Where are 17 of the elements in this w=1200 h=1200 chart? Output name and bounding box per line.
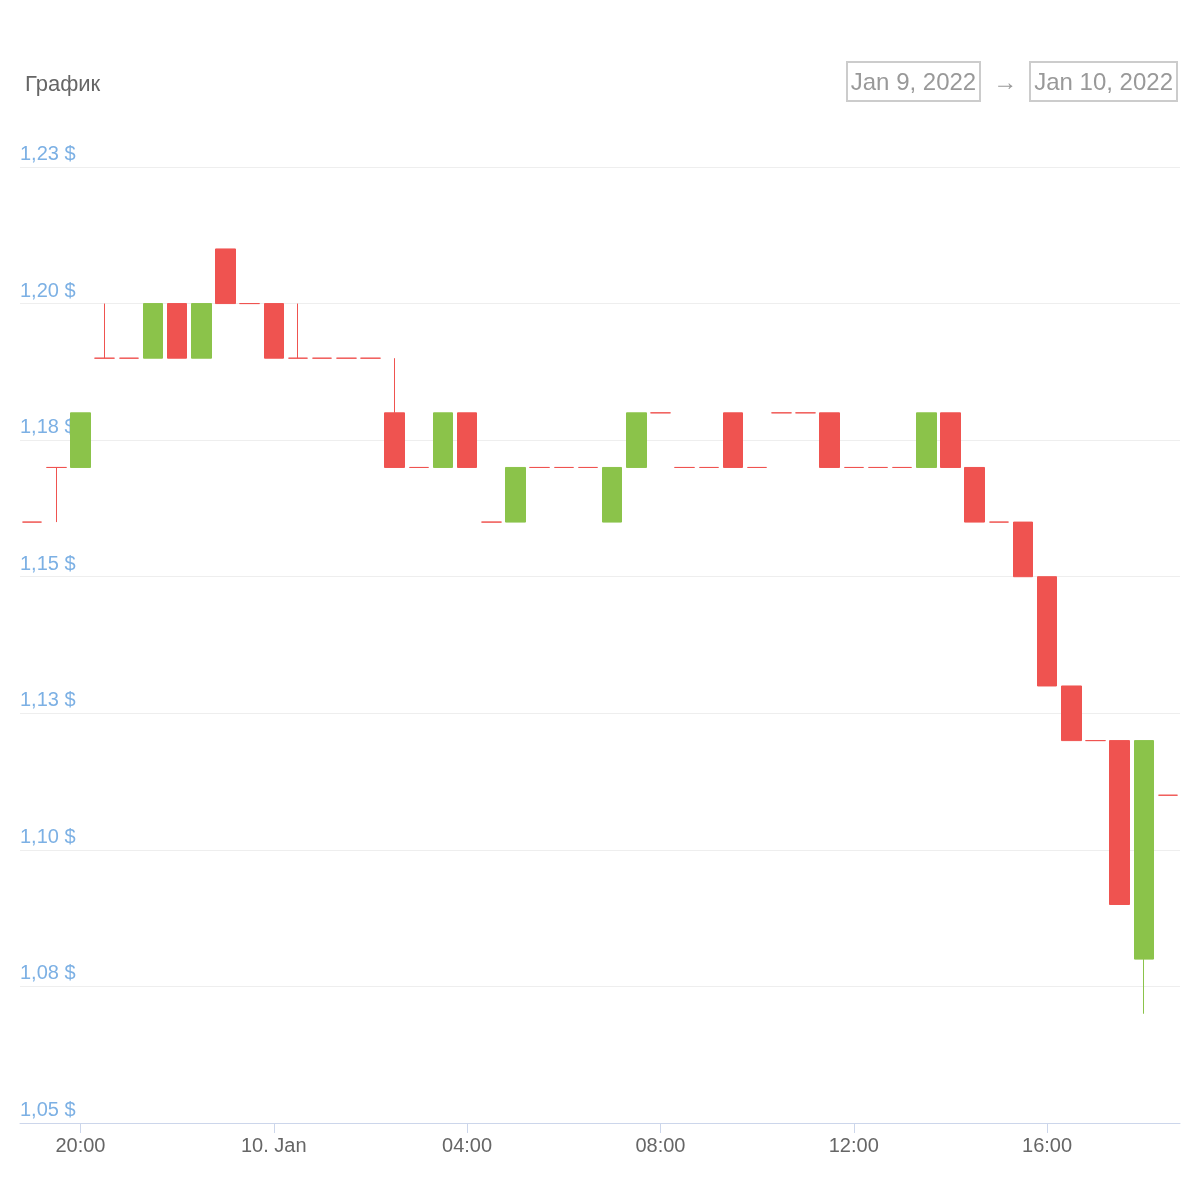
date-input: Jan 10, 2022 [1029, 61, 1178, 102]
y-tick-label: 1,23 $ [20, 142, 76, 164]
y-tick-label: 1,05 $ [20, 1098, 76, 1120]
x-tick-label: 12:00 [828, 1134, 879, 1156]
chart-title: График [25, 70, 101, 96]
y-tick-label: 1,20 $ [20, 278, 76, 301]
x-tick-label: 16:00 [1022, 1134, 1073, 1156]
y-tick-label: 1,13 $ [20, 688, 76, 711]
date-input: Jan 9, 2022 [845, 61, 982, 102]
x-tick-label: 10. Jan [240, 1134, 307, 1156]
y-tick-label: 1,15 $ [20, 551, 76, 574]
x-tick-label: 04:00 [442, 1134, 493, 1156]
text: → [993, 67, 1018, 97]
y-tick-label: 1,10 $ [20, 824, 76, 847]
y-tick-label: 1,08 $ [20, 961, 76, 984]
x-tick-label: 20:00 [55, 1134, 106, 1156]
x-tick-label: 08:00 [635, 1134, 686, 1156]
